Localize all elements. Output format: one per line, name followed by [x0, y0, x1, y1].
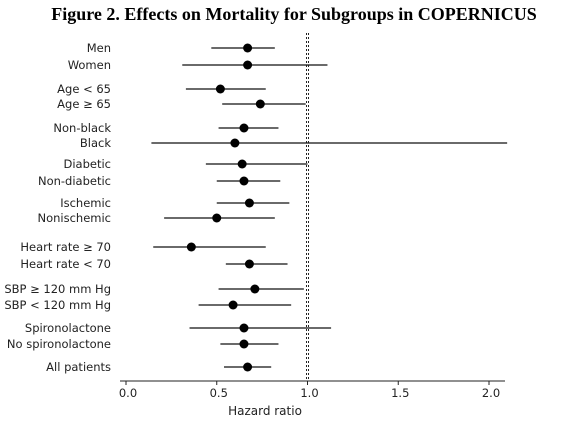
- subgroup-label: Non-black: [53, 121, 111, 135]
- hazard-ratio-point: [215, 84, 225, 94]
- hazard-ratio-point: [239, 339, 249, 349]
- hazard-ratio-point: [243, 362, 253, 372]
- hazard-ratio-point: [228, 300, 238, 310]
- hazard-ratio-point: [243, 43, 253, 53]
- subgroup-label: Ischemic: [60, 196, 111, 210]
- subgroup-row: Spironolactone: [25, 321, 332, 335]
- hazard-ratio-point: [239, 323, 249, 333]
- subgroup-label: Non-diabetic: [38, 174, 111, 188]
- x-axis: 0.0 0.5 1.0 1.5 2.0: [119, 33, 505, 400]
- subgroup-row: Women: [68, 58, 328, 72]
- subgroup-label: SBP ≥ 120 mm Hg: [4, 282, 111, 296]
- hazard-ratio-point: [243, 60, 253, 70]
- hazard-ratio-point: [250, 284, 260, 294]
- subgroup-row: SBP < 120 mm Hg: [4, 298, 292, 312]
- subgroup-label: Men: [87, 41, 111, 55]
- subgroup-label: Heart rate ≥ 70: [20, 240, 111, 254]
- subgroup-label: Diabetic: [64, 157, 112, 171]
- hazard-ratio-point: [186, 242, 196, 252]
- x-axis-label: Hazard ratio: [228, 404, 302, 418]
- subgroup-row: Heart rate ≥ 70: [20, 240, 266, 254]
- subgroup-row: Age < 65: [57, 82, 266, 96]
- subgroup-row: Diabetic: [64, 157, 308, 171]
- subgroup-label: No spironolactone: [7, 337, 111, 351]
- hazard-ratio-point: [239, 176, 249, 186]
- hazard-ratio-point: [237, 159, 247, 169]
- hazard-ratio-point: [230, 138, 240, 148]
- hazard-ratio-point: [244, 259, 254, 269]
- subgroup-row: All patients: [46, 360, 272, 374]
- hazard-ratio-point: [239, 123, 249, 133]
- subgroup-label: Nonischemic: [37, 211, 111, 225]
- subgroup-row: No spironolactone: [7, 337, 279, 351]
- subgroup-row: Nonischemic: [37, 211, 275, 225]
- subgroup-row: Black: [80, 136, 508, 150]
- subgroup-label: SBP < 120 mm Hg: [4, 298, 111, 312]
- subgroup-row: Ischemic: [60, 196, 290, 210]
- subgroup-row: Men: [87, 41, 275, 55]
- hazard-ratio-point: [244, 198, 254, 208]
- subgroup-label: Age < 65: [57, 82, 111, 96]
- subgroup-row: Heart rate < 70: [20, 257, 288, 271]
- chart-title: Figure 2. Effects on Mortality for Subgr…: [51, 4, 537, 24]
- subgroup-label: Black: [80, 136, 111, 150]
- subgroup-row: Non-black: [53, 121, 279, 135]
- x-tick-label: 2.0: [482, 386, 500, 400]
- hazard-ratio-point: [212, 213, 222, 223]
- subgroup-label: Heart rate < 70: [20, 257, 111, 271]
- subgroup-row: SBP ≥ 120 mm Hg: [4, 282, 304, 296]
- x-tick-label: 1.0: [300, 386, 318, 400]
- subgroup-label: All patients: [46, 360, 111, 374]
- subgroup-label: Spironolactone: [25, 321, 111, 335]
- x-tick-label: 1.5: [391, 386, 409, 400]
- hazard-ratio-point: [255, 99, 265, 109]
- subgroup-row: Age ≥ 65: [57, 97, 306, 111]
- subgroup-row: Non-diabetic: [38, 174, 281, 188]
- subgroup-label: Age ≥ 65: [57, 97, 111, 111]
- subgroup-label: Women: [68, 58, 111, 72]
- x-tick-label: 0.5: [210, 386, 228, 400]
- x-tick-label: 0.0: [119, 386, 137, 400]
